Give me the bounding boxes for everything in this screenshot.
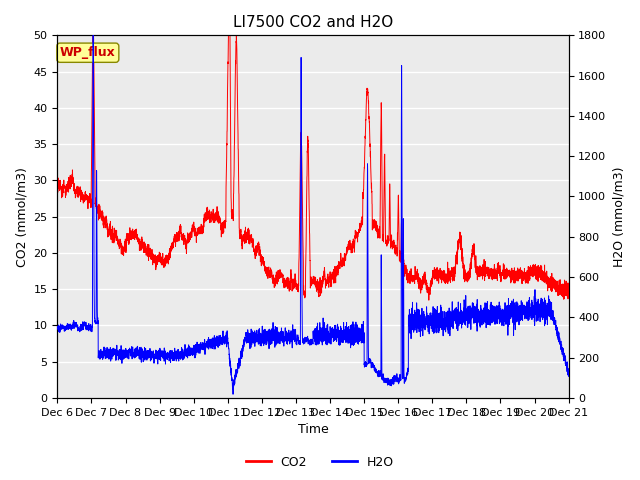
Text: WP_flux: WP_flux — [60, 46, 116, 59]
Y-axis label: H2O (mmol/m3): H2O (mmol/m3) — [612, 167, 625, 267]
X-axis label: Time: Time — [298, 423, 328, 436]
Legend: CO2, H2O: CO2, H2O — [241, 451, 399, 474]
Y-axis label: CO2 (mmol/m3): CO2 (mmol/m3) — [15, 167, 28, 266]
Title: LI7500 CO2 and H2O: LI7500 CO2 and H2O — [233, 15, 393, 30]
